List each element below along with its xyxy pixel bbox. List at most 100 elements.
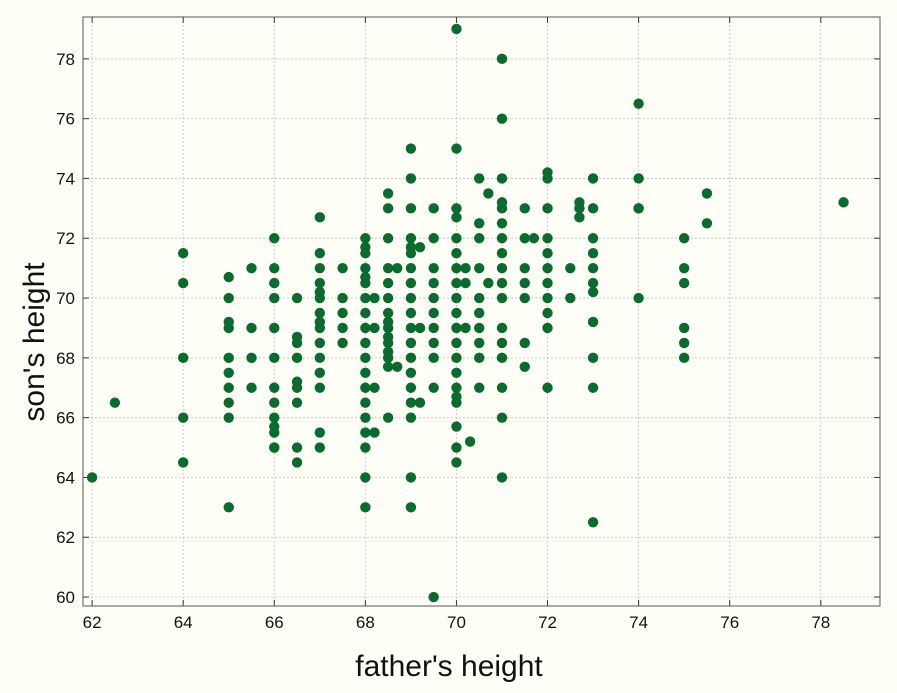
data-point [474, 173, 485, 184]
data-point [451, 307, 462, 319]
data-point [428, 322, 439, 334]
data-point [460, 277, 471, 289]
data-point [519, 337, 530, 349]
data-point [519, 203, 530, 214]
x-axis-title: father's height [355, 650, 543, 683]
data-point [483, 277, 494, 289]
data-point [392, 361, 403, 373]
data-point [382, 277, 394, 289]
data-point [177, 457, 189, 468]
data-point [496, 337, 508, 349]
data-point [496, 322, 508, 334]
data-point [574, 203, 585, 214]
data-point [587, 316, 599, 328]
data-point [369, 292, 380, 304]
x-tick-label: 78 [811, 613, 830, 632]
data-point [701, 218, 713, 229]
data-point [542, 262, 553, 274]
data-point [451, 143, 462, 154]
x-tick-label: 76 [720, 613, 739, 632]
data-point [314, 322, 326, 334]
data-point [405, 502, 417, 513]
data-point [428, 292, 439, 304]
data-point [405, 143, 417, 154]
data-point [360, 352, 371, 364]
data-point [542, 277, 553, 289]
data-point [428, 382, 439, 393]
data-point [701, 188, 713, 199]
data-point [269, 322, 280, 334]
data-point [177, 412, 189, 423]
data-point [587, 203, 599, 214]
plot-frame [82, 16, 881, 607]
data-point [360, 397, 371, 408]
data-point [474, 307, 485, 319]
data-point [223, 271, 234, 283]
data-point [451, 442, 462, 453]
data-point [382, 337, 394, 349]
data-point [483, 188, 494, 199]
data-point [587, 286, 599, 298]
data-point [633, 173, 644, 184]
data-point [405, 247, 417, 259]
data-point [314, 247, 326, 259]
data-point [428, 337, 439, 349]
data-point [382, 352, 394, 364]
data-point [223, 352, 234, 364]
data-point [678, 352, 690, 364]
data-point [269, 262, 280, 274]
data-point [451, 247, 462, 259]
data-point [246, 382, 257, 393]
data-point [291, 442, 303, 453]
data-point [542, 322, 553, 334]
data-point [428, 203, 439, 214]
data-point [360, 262, 371, 274]
data-point [291, 457, 303, 468]
y-tick-label: 66 [56, 409, 75, 428]
x-tick-label: 72 [538, 613, 557, 632]
data-point [464, 436, 476, 447]
data-point [314, 262, 326, 274]
data-point [246, 262, 257, 274]
data-point [337, 292, 348, 304]
data-point [414, 397, 426, 408]
data-point [474, 352, 485, 364]
data-point [451, 262, 462, 274]
data-point [314, 292, 326, 304]
data-point [291, 382, 303, 393]
y-axis-title: son's height [18, 262, 51, 422]
data-point [360, 382, 371, 393]
data-point [223, 397, 234, 408]
data-point [451, 292, 462, 304]
data-point [405, 367, 417, 378]
data-point [428, 307, 439, 319]
data-point [405, 322, 417, 334]
data-point [360, 472, 371, 483]
data-point [451, 382, 462, 393]
data-point [633, 203, 644, 214]
data-point [314, 427, 326, 438]
y-tick-label: 62 [56, 528, 75, 547]
data-point [405, 352, 417, 364]
data-point [496, 382, 508, 393]
data-point [405, 337, 417, 349]
y-tick-label: 64 [56, 468, 75, 487]
data-point [587, 247, 599, 259]
y-tick-label: 70 [56, 289, 75, 308]
data-point [223, 412, 234, 423]
data-point [474, 337, 485, 349]
data-point [314, 382, 326, 393]
data-point [678, 322, 690, 334]
data-point [269, 397, 280, 408]
data-point [392, 262, 403, 274]
data-point [451, 203, 462, 214]
axis-ticks: 62 64 66 68 70 72 74 76 78 60 62 64 66 68 70 72 74 76 78 [56, 17, 880, 632]
data-point [428, 277, 439, 289]
data-point [474, 218, 485, 229]
data-point [269, 427, 280, 438]
data-point [405, 472, 417, 483]
data-point [542, 247, 553, 259]
data-point [360, 292, 371, 304]
data-point [460, 322, 471, 334]
